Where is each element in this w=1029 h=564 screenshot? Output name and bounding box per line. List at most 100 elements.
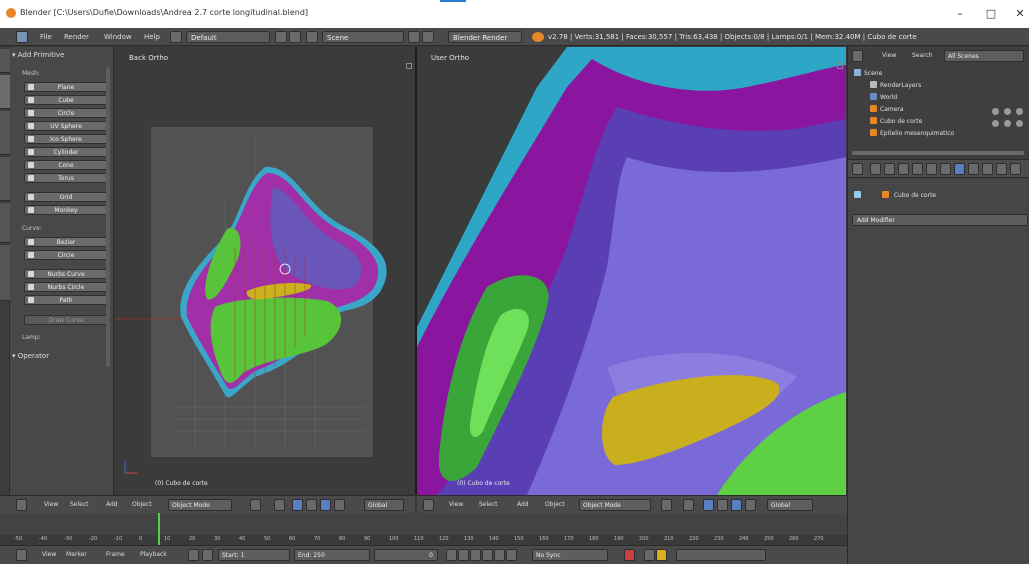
tab-relations[interactable] — [0, 111, 10, 155]
timeline-ruler[interactable]: -50 -40 -30 -20 -10 0 10 20 30 40 50 60 70 80 90 100 110… — [0, 535, 847, 545]
visibility-eye-icon[interactable] — [992, 120, 999, 127]
right-select-menu[interactable]: Select — [479, 501, 498, 508]
right-scale-icon[interactable] — [745, 499, 756, 511]
render-camera-icon[interactable] — [1016, 108, 1023, 115]
tab-animation[interactable] — [0, 157, 10, 201]
menu-help[interactable]: Help — [144, 33, 160, 41]
selectability-arrow-icon[interactable] — [1004, 120, 1011, 127]
left-manipulator-icon[interactable] — [292, 499, 303, 511]
properties-editor-type-icon[interactable] — [852, 163, 863, 175]
right-add-menu[interactable]: Add — [517, 501, 529, 508]
viewport-separator[interactable] — [415, 47, 417, 495]
close-button[interactable]: ✕ — [1015, 7, 1025, 20]
add-cube-button[interactable]: Cube — [24, 95, 108, 105]
left-select-menu[interactable]: Select — [70, 501, 89, 508]
render-tab-icon[interactable] — [870, 163, 881, 175]
right-viewport-corner-handle[interactable] — [837, 63, 843, 69]
left-mode-select[interactable]: Object Mode — [168, 499, 232, 511]
render-engine-select[interactable]: Blender Render — [448, 31, 522, 43]
left-orientation-select[interactable]: Global — [364, 499, 404, 511]
visibility-eye-icon[interactable] — [992, 108, 999, 115]
add-bezier-button[interactable]: Bezier — [24, 237, 108, 247]
right-pivot-icon[interactable] — [683, 499, 694, 511]
lock-range-icon[interactable] — [202, 549, 213, 561]
left-shading-icon[interactable] — [250, 499, 261, 511]
right-view-menu[interactable]: View — [449, 501, 464, 508]
add-nurbs-curve-button[interactable]: Nurbs Curve — [24, 269, 108, 279]
add-modifier-dropdown[interactable]: Add Modifier — [852, 214, 1028, 226]
add-ico-sphere-button[interactable]: Ico Sphere — [24, 134, 108, 144]
right-shading-icon[interactable] — [661, 499, 672, 511]
maximize-button[interactable]: □ — [985, 7, 997, 20]
draw-curve-button[interactable]: Draw Curve — [24, 315, 108, 325]
outliner-editor-type-icon[interactable] — [852, 50, 863, 62]
sync-mode-select[interactable]: No Sync — [532, 549, 608, 561]
menu-file[interactable]: File — [40, 33, 52, 41]
tab-tools[interactable] — [0, 49, 10, 73]
timeline-frame-menu[interactable]: Frame — [106, 551, 125, 558]
outliner-item-camera[interactable]: Camera — [870, 104, 904, 115]
world-tab-icon[interactable] — [912, 163, 923, 175]
add-path-button[interactable]: Path — [24, 295, 108, 305]
add-cylinder-button[interactable]: Cylinder — [24, 147, 108, 157]
scene-field[interactable]: Scene — [322, 31, 404, 43]
start-frame-field[interactable]: Start: 1 — [218, 549, 290, 561]
minimize-button[interactable]: – — [957, 7, 963, 20]
timeline-marker-menu[interactable]: Marker — [66, 551, 87, 558]
add-circle-button[interactable]: Circle — [24, 108, 108, 118]
keying-set-icon[interactable] — [644, 549, 655, 561]
add-grid-button[interactable]: Grid — [24, 192, 108, 202]
next-keyframe-icon[interactable] — [494, 549, 505, 561]
left-view-menu[interactable]: View — [44, 501, 59, 508]
add-curve-circle-button[interactable]: Circle — [24, 250, 108, 260]
outliner-item-renderlayers[interactable]: RenderLayers — [870, 80, 921, 91]
object-tab-icon[interactable] — [926, 163, 937, 175]
3d-cursor-icon[interactable] — [279, 263, 291, 275]
menu-render[interactable]: Render — [64, 33, 89, 41]
end-frame-field[interactable]: End: 250 — [294, 549, 370, 561]
render-layers-tab-icon[interactable] — [884, 163, 895, 175]
outliner-item-cubo-de-corte[interactable]: Cubo de corte — [870, 116, 922, 127]
outliner-item-epitelio[interactable]: Epitelio mesenquimatico — [870, 128, 954, 139]
add-cone-button[interactable]: Cone — [24, 160, 108, 170]
left-scale-icon[interactable] — [334, 499, 345, 511]
add-nurbs-circle-button[interactable]: Nurbs Circle — [24, 282, 108, 292]
outliner-item-scene[interactable]: Scene — [854, 68, 882, 79]
add-uv-sphere-button[interactable]: UV Sphere — [24, 121, 108, 131]
right-mode-select[interactable]: Object Mode — [579, 499, 651, 511]
insert-keyframe-icon[interactable] — [656, 549, 667, 561]
tab-grease-pencil[interactable] — [0, 245, 10, 301]
scene-icon[interactable] — [306, 31, 318, 43]
timeline-playback-menu[interactable]: Playback — [140, 551, 167, 558]
constraints-tab-icon[interactable] — [940, 163, 951, 175]
timeline-editor-type-icon[interactable] — [16, 549, 27, 561]
jump-end-icon[interactable] — [506, 549, 517, 561]
remove-screen-button[interactable] — [289, 31, 301, 43]
viewport-user-ortho[interactable]: User Ortho (0) Cubo de corte — [417, 47, 846, 495]
viewport-back-ortho[interactable]: Back Ortho (0) Cubo de corte — [115, 47, 415, 495]
add-torus-button[interactable]: Torus — [24, 173, 108, 183]
timeline-playhead[interactable] — [158, 513, 160, 545]
left-rotate-icon[interactable] — [320, 499, 331, 511]
timeline-view-menu[interactable]: View — [42, 551, 57, 558]
outliner-item-world[interactable]: World — [870, 92, 897, 103]
toolshelf-scrollbar[interactable] — [106, 67, 110, 367]
jump-start-icon[interactable] — [446, 549, 457, 561]
add-scene-button[interactable] — [408, 31, 420, 43]
tab-create[interactable] — [0, 75, 10, 109]
active-keying-set-field[interactable] — [676, 549, 766, 561]
outliner-scrollbar[interactable] — [852, 151, 1024, 155]
prev-keyframe-icon[interactable] — [458, 549, 469, 561]
current-frame-field[interactable]: 0 — [374, 549, 438, 561]
left-viewport-corner-handle[interactable] — [406, 63, 412, 69]
outliner-search-menu[interactable]: Search — [912, 52, 933, 59]
render-camera-icon[interactable] — [1016, 120, 1023, 127]
left-add-menu[interactable]: Add — [106, 501, 118, 508]
preview-range-icon[interactable] — [188, 549, 199, 561]
play-reverse-icon[interactable] — [470, 549, 481, 561]
play-icon[interactable] — [482, 549, 493, 561]
left-pivot-icon[interactable] — [274, 499, 285, 511]
right-translate-icon[interactable] — [717, 499, 728, 511]
add-monkey-button[interactable]: Monkey — [24, 205, 108, 215]
outliner-view-menu[interactable]: View — [882, 52, 897, 59]
